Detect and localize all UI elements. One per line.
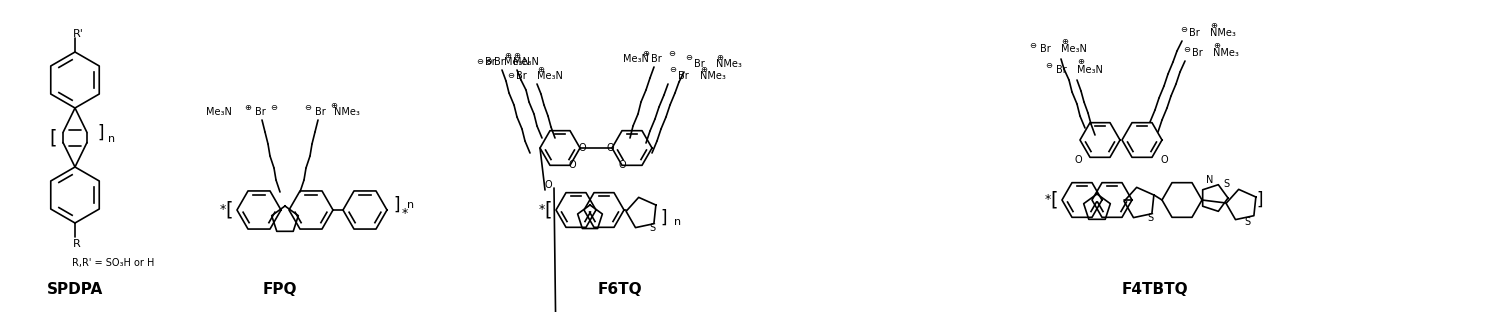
Text: Me₃N: Me₃N (504, 57, 529, 67)
Text: ]: ] (98, 124, 104, 142)
Text: S: S (1244, 217, 1250, 227)
Text: ⊕: ⊕ (642, 48, 650, 57)
Text: Me₃N: Me₃N (537, 71, 562, 81)
Text: Me₃N: Me₃N (1077, 65, 1102, 75)
Text: ⊖: ⊖ (1184, 45, 1191, 53)
Text: O: O (544, 180, 552, 190)
Text: [: [ (226, 201, 233, 220)
Text: ⊕: ⊕ (1214, 41, 1220, 51)
Text: Br: Br (678, 71, 689, 81)
Text: O: O (618, 160, 626, 170)
Text: *: * (538, 203, 544, 217)
Text: Me₃N: Me₃N (206, 107, 232, 117)
Text: S: S (648, 223, 656, 233)
Text: ⊕: ⊕ (537, 65, 544, 74)
Text: ⊖: ⊖ (669, 66, 677, 75)
Text: Br: Br (1056, 65, 1066, 75)
Text: NMe₃: NMe₃ (699, 71, 726, 81)
Text: NMe₃: NMe₃ (1214, 48, 1239, 58)
Text: S: S (1148, 213, 1154, 223)
Text: Br: Br (693, 59, 704, 69)
Text: NMe₃: NMe₃ (716, 59, 741, 69)
Text: ⊖: ⊖ (1181, 25, 1188, 33)
Text: ⊖: ⊖ (477, 57, 483, 66)
Text: Br: Br (493, 57, 504, 67)
Text: FPQ: FPQ (263, 282, 298, 298)
Text: ⊕: ⊕ (716, 52, 723, 61)
Text: Br: Br (1191, 48, 1202, 58)
Text: ⊕: ⊕ (1060, 37, 1068, 46)
Text: Br: Br (1039, 44, 1050, 54)
Text: ⊕: ⊕ (699, 65, 707, 74)
Text: ⊖: ⊖ (668, 48, 675, 57)
Text: O: O (1074, 155, 1081, 165)
Text: [: [ (1050, 191, 1057, 209)
Text: Br: Br (516, 71, 526, 81)
Text: NMe₃: NMe₃ (334, 107, 359, 117)
Text: ⊕: ⊕ (1077, 57, 1084, 66)
Text: S: S (1223, 179, 1229, 189)
Text: ⊖: ⊖ (507, 71, 514, 80)
Text: N: N (1206, 175, 1214, 185)
Text: *: * (220, 203, 226, 217)
Text: ⊖: ⊖ (1030, 41, 1036, 50)
Text: n: n (674, 217, 681, 227)
Text: ⊖: ⊖ (304, 104, 311, 113)
Text: F4TBTQ: F4TBTQ (1122, 282, 1188, 298)
Text: Br: Br (651, 54, 662, 64)
Text: [: [ (50, 128, 57, 147)
Text: SPDPA: SPDPA (47, 282, 104, 298)
Text: ⊕: ⊕ (331, 100, 337, 110)
Text: F6TQ: F6TQ (597, 282, 642, 298)
Text: Br: Br (484, 57, 495, 67)
Text: ⊕: ⊕ (245, 104, 251, 113)
Text: ⊖: ⊖ (486, 57, 492, 66)
Text: n: n (408, 200, 414, 210)
Text: Me₃N: Me₃N (623, 54, 650, 64)
Text: *: * (402, 207, 408, 220)
Text: ⊕: ⊕ (513, 51, 520, 60)
Text: [: [ (544, 201, 552, 220)
Text: O: O (606, 143, 614, 153)
Text: R: R (74, 239, 81, 249)
Text: Br: Br (314, 107, 325, 117)
Text: NMe₃: NMe₃ (1211, 28, 1236, 38)
Text: R,R' = SO₃H or H: R,R' = SO₃H or H (72, 258, 155, 268)
Text: O: O (578, 143, 587, 153)
Text: ⊖: ⊖ (1045, 61, 1053, 71)
Text: ⊖: ⊖ (271, 104, 278, 113)
Text: ⊕: ⊕ (1211, 22, 1217, 31)
Text: *: * (1045, 193, 1051, 207)
Text: ]: ] (1257, 191, 1263, 209)
Text: ]: ] (660, 209, 668, 227)
Text: R': R' (74, 29, 84, 39)
Text: ⊖: ⊖ (686, 53, 692, 62)
Text: O: O (1160, 155, 1167, 165)
Text: Me₃N: Me₃N (513, 57, 538, 67)
Text: ⊕: ⊕ (504, 51, 511, 60)
Text: ]: ] (394, 196, 400, 214)
Text: O: O (569, 160, 576, 170)
Text: Me₃N: Me₃N (1060, 44, 1087, 54)
Text: Br: Br (254, 107, 265, 117)
Text: Br: Br (1188, 28, 1199, 38)
Text: n: n (108, 134, 116, 144)
